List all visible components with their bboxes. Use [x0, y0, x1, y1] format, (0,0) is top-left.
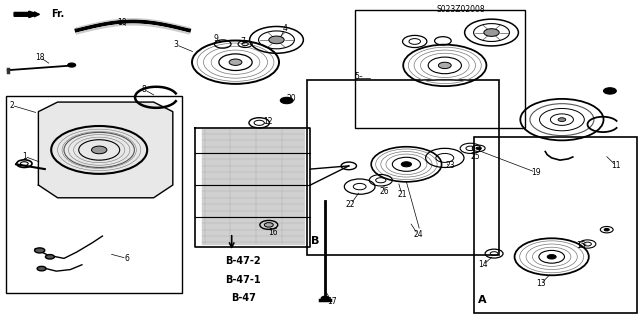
Ellipse shape	[280, 97, 293, 104]
Text: Fr.: Fr.	[51, 9, 65, 19]
Text: 23: 23	[445, 161, 456, 170]
Ellipse shape	[604, 228, 609, 231]
Text: 21: 21	[397, 190, 406, 199]
Text: 2: 2	[9, 101, 14, 110]
Ellipse shape	[401, 162, 412, 167]
Text: 7: 7	[241, 37, 246, 46]
Text: 16: 16	[268, 228, 278, 237]
Text: A: A	[477, 295, 486, 306]
Ellipse shape	[92, 146, 107, 154]
Text: 4: 4	[282, 24, 287, 33]
Text: 17: 17	[326, 297, 337, 306]
Bar	[6, 96, 182, 293]
Text: B: B	[311, 236, 320, 246]
Text: 24: 24	[413, 230, 423, 239]
Text: 12: 12	[263, 117, 272, 126]
Bar	[307, 80, 499, 255]
Text: 20: 20	[286, 94, 296, 103]
Text: 10: 10	[116, 18, 127, 27]
Ellipse shape	[229, 59, 242, 65]
Ellipse shape	[476, 147, 481, 150]
Ellipse shape	[321, 296, 329, 300]
Ellipse shape	[484, 29, 499, 36]
Text: 13: 13	[536, 279, 546, 288]
Text: 22: 22	[346, 200, 355, 209]
Ellipse shape	[68, 63, 76, 67]
Bar	[474, 137, 637, 313]
Text: B-47-2: B-47-2	[225, 256, 261, 266]
Ellipse shape	[35, 248, 45, 253]
Text: 18: 18	[36, 53, 45, 62]
Text: B-47: B-47	[231, 293, 255, 303]
Ellipse shape	[558, 118, 566, 122]
Ellipse shape	[269, 36, 284, 44]
Text: 6: 6	[124, 254, 129, 263]
Ellipse shape	[45, 255, 54, 259]
Ellipse shape	[438, 62, 451, 69]
Text: 19: 19	[531, 168, 541, 177]
Text: 15: 15	[576, 241, 586, 250]
FancyArrow shape	[14, 11, 38, 18]
Ellipse shape	[37, 266, 46, 271]
Text: 9: 9	[214, 34, 219, 43]
Ellipse shape	[547, 255, 556, 259]
Text: B-47-1: B-47-1	[225, 275, 261, 285]
Text: S023Z02008: S023Z02008	[436, 5, 485, 14]
Text: 14: 14	[478, 260, 488, 269]
Text: 5: 5	[355, 72, 360, 81]
Text: 8: 8	[141, 85, 147, 94]
Polygon shape	[202, 129, 304, 244]
Ellipse shape	[604, 88, 616, 94]
Text: 11: 11	[612, 161, 621, 170]
Text: 25: 25	[470, 152, 480, 161]
Text: 26: 26	[379, 187, 389, 196]
Ellipse shape	[264, 223, 273, 227]
Text: 1: 1	[22, 152, 27, 161]
Bar	[355, 10, 525, 128]
Polygon shape	[38, 102, 173, 198]
Text: 3: 3	[173, 40, 179, 49]
